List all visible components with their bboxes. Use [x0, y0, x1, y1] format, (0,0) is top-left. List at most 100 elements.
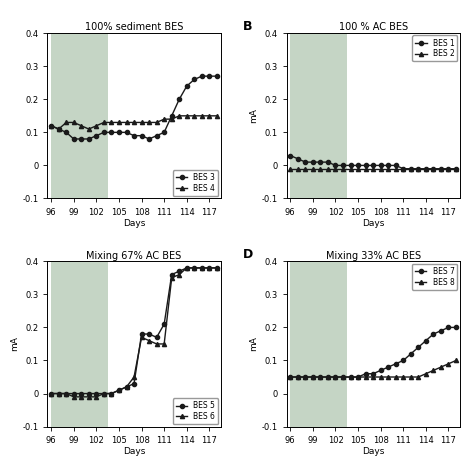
BES 4: [64, 119, 69, 125]
Y-axis label: mA: mA: [250, 109, 259, 123]
BES 2: [348, 166, 354, 172]
BES 7: [393, 361, 399, 366]
BES 7: [325, 374, 331, 380]
BES 6: [93, 394, 99, 400]
BES 7: [401, 358, 406, 364]
BES 6: [101, 391, 107, 396]
BES 5: [161, 321, 167, 327]
Title: Mixing 67% AC BES: Mixing 67% AC BES: [86, 251, 182, 261]
BES 7: [310, 374, 316, 380]
BES 1: [355, 163, 361, 168]
BES 6: [71, 394, 77, 400]
BES 2: [408, 166, 414, 172]
Title: Mixing 33% AC BES: Mixing 33% AC BES: [326, 251, 421, 261]
BES 6: [176, 272, 182, 277]
BES 7: [430, 331, 436, 337]
BES 1: [438, 166, 444, 172]
BES 8: [340, 374, 346, 380]
BES 3: [86, 136, 91, 142]
BES 8: [416, 374, 421, 380]
BES 5: [154, 335, 159, 340]
BES 8: [423, 371, 428, 376]
BES 3: [71, 136, 77, 142]
BES 7: [453, 325, 459, 330]
BES 1: [287, 153, 293, 158]
BES 3: [154, 133, 159, 138]
BES 6: [109, 391, 114, 396]
BES 1: [385, 163, 391, 168]
BES 1: [370, 163, 376, 168]
BES 2: [310, 166, 316, 172]
BES 8: [438, 364, 444, 370]
BES 7: [333, 374, 338, 380]
X-axis label: Days: Days: [362, 219, 384, 228]
BES 4: [176, 113, 182, 118]
BES 5: [86, 391, 91, 396]
BES 4: [131, 119, 137, 125]
Y-axis label: mA: mA: [250, 337, 259, 351]
BES 8: [348, 374, 354, 380]
BES 5: [191, 265, 197, 271]
Title: 100% sediment BES: 100% sediment BES: [85, 22, 183, 32]
BES 2: [302, 166, 308, 172]
Y-axis label: mA: mA: [10, 337, 19, 351]
BES 2: [355, 166, 361, 172]
BES 8: [363, 374, 368, 380]
BES 3: [176, 96, 182, 102]
Line: BES 1: BES 1: [288, 154, 458, 171]
BES 4: [109, 119, 114, 125]
BES 2: [416, 166, 421, 172]
BES 1: [340, 163, 346, 168]
BES 5: [71, 391, 77, 396]
BES 6: [161, 341, 167, 347]
Title: 100 % AC BES: 100 % AC BES: [338, 22, 408, 32]
BES 6: [146, 338, 152, 344]
Legend: BES 3, BES 4: BES 3, BES 4: [173, 170, 219, 196]
BES 6: [131, 374, 137, 380]
BES 4: [48, 123, 54, 128]
BES 1: [446, 166, 451, 172]
Text: B: B: [243, 20, 253, 33]
BES 4: [93, 123, 99, 128]
BES 2: [363, 166, 368, 172]
BES 6: [48, 391, 54, 396]
BES 3: [79, 136, 84, 142]
BES 5: [139, 331, 145, 337]
BES 6: [64, 391, 69, 396]
Legend: BES 1, BES 2: BES 1, BES 2: [412, 36, 457, 62]
BES 1: [318, 159, 323, 165]
BES 4: [199, 113, 205, 118]
BES 3: [48, 123, 54, 128]
BES 5: [124, 384, 129, 390]
BES 6: [214, 265, 220, 271]
BES 6: [169, 275, 174, 281]
Line: BES 6: BES 6: [49, 266, 219, 399]
BES 2: [385, 166, 391, 172]
BES 1: [363, 163, 368, 168]
BES 7: [408, 351, 414, 357]
BES 7: [370, 371, 376, 376]
BES 5: [184, 265, 190, 271]
BES 5: [109, 391, 114, 396]
BES 8: [378, 374, 383, 380]
BES 5: [48, 391, 54, 396]
BES 3: [101, 129, 107, 135]
BES 7: [446, 325, 451, 330]
Line: BES 7: BES 7: [288, 325, 458, 379]
X-axis label: Days: Days: [123, 447, 145, 456]
BES 1: [401, 166, 406, 172]
BES 8: [446, 361, 451, 366]
BES 1: [423, 166, 428, 172]
BES 3: [214, 73, 220, 79]
BES 3: [146, 136, 152, 142]
BES 4: [124, 119, 129, 125]
X-axis label: Days: Days: [362, 447, 384, 456]
BES 2: [295, 166, 301, 172]
BES 4: [56, 126, 62, 132]
Bar: [290, 261, 347, 427]
BES 2: [430, 166, 436, 172]
BES 5: [56, 391, 62, 396]
BES 8: [385, 374, 391, 380]
BES 2: [325, 166, 331, 172]
BES 7: [295, 374, 301, 380]
